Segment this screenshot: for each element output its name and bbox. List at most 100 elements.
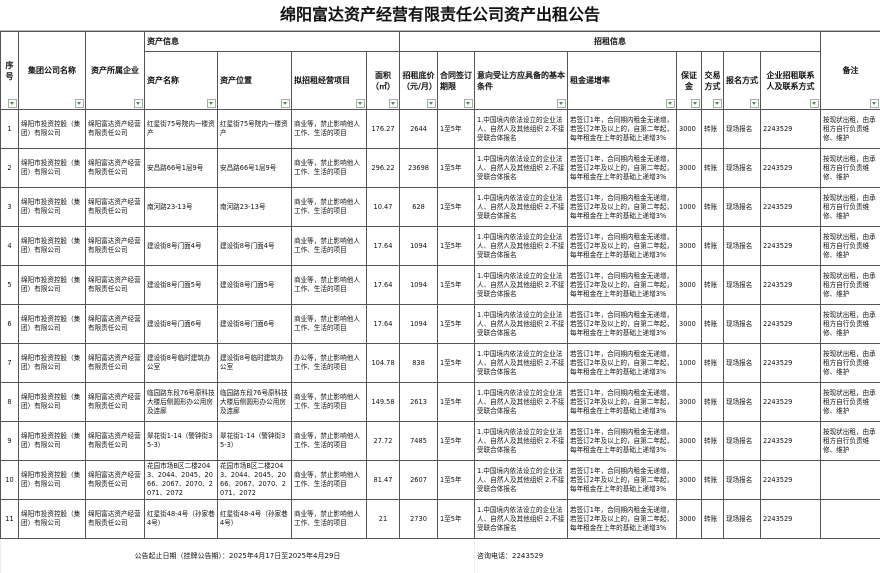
cell-rate[interactable]: 若签订1年，合同期内租金无递增，若签订2年及以上的，自第二年起，每年租金在上年的… [568, 383, 677, 422]
cell-deposit[interactable]: 3000 [677, 110, 702, 149]
cell-location[interactable]: 建设街8号门面6号 [218, 305, 292, 344]
cell-remarks[interactable] [821, 500, 880, 539]
cell-price[interactable]: 1094 [400, 227, 438, 266]
cell-rate[interactable]: 若签订1年，合同期内租金无递增，若签订2年及以上的，自第二年起，每年租金在上年的… [568, 266, 677, 305]
cell-signup[interactable]: 现场报名 [724, 461, 761, 500]
cell-rate[interactable]: 若签订1年，合同期内租金无递增，若签订2年及以上的，自第二年起，每年租金在上年的… [568, 344, 677, 383]
cell-location[interactable]: 南河路23-13号 [218, 188, 292, 227]
cell-seq[interactable]: 11 [1, 500, 19, 539]
cell-location[interactable]: 红星街48-4号（孙家巷4号） [218, 500, 292, 539]
filter-dropdown-icon[interactable] [666, 99, 675, 108]
cell-owner[interactable]: 绵阳富达资产经营有限责任公司 [86, 344, 145, 383]
cell-name[interactable]: 安昌路66号1层9号 [145, 149, 218, 188]
cell-project[interactable]: 商业等，禁止影响他人工作、生活的项目 [292, 500, 367, 539]
cell-conditions[interactable]: 1.中国境内依法设立的企业法人、自然人及其他组织 2.不接受联合体报名 [475, 500, 568, 539]
cell-rate[interactable]: 若签订1年，合同期内租金无递增，若签订2年及以上的，自第二年起，每年租金在上年的… [568, 461, 677, 500]
filter-dropdown-icon[interactable] [356, 99, 365, 108]
cell-rate[interactable]: 若签订1年，合同期内租金无递增，若签订2年及以上的，自第二年起，每年租金在上年的… [568, 110, 677, 149]
cell-trade[interactable]: 转账 [702, 227, 724, 266]
cell-project[interactable]: 商业等，禁止影响他人工作、生活的项目 [292, 227, 367, 266]
cell-deposit[interactable]: 3000 [677, 461, 702, 500]
cell-project[interactable]: 商业等，禁止影响他人工作、生活的项目 [292, 422, 367, 461]
cell-remarks[interactable]: 按现状出租，由承租方自行负责维修、维护 [821, 149, 880, 188]
cell-project[interactable]: 商业等，禁止影响他人工作、生活的项目 [292, 461, 367, 500]
cell-trade[interactable]: 转账 [702, 500, 724, 539]
cell-owner[interactable]: 绵阳富达资产经营有限责任公司 [86, 227, 145, 266]
cell-conditions[interactable]: 1.中国境内依法设立的企业法人、自然人及其他组织 2.不接受联合体报名 [475, 227, 568, 266]
cell-term[interactable]: 1至5年 [438, 149, 475, 188]
cell-owner[interactable]: 绵阳富达资产经营有限责任公司 [86, 110, 145, 149]
cell-seq[interactable]: 8 [1, 383, 19, 422]
cell-remarks[interactable]: 按现状出租，由承租方自行负责维修、维护 [821, 188, 880, 227]
cell-term[interactable]: 1至5年 [438, 266, 475, 305]
cell-project[interactable]: 商业等，禁止影响他人工作、生活的项目 [292, 305, 367, 344]
cell-owner[interactable]: 绵阳富达资产经营有限责任公司 [86, 305, 145, 344]
cell-remarks[interactable]: 按现状出租，由承租方自行负责维修、维护 [821, 110, 880, 149]
cell-contact[interactable]: 2243529 [761, 110, 821, 149]
cell-conditions[interactable]: 1.中国境内依法设立的企业法人、自然人及其他组织 2.不接受联合体报名 [475, 383, 568, 422]
cell-group[interactable]: 绵阳市投资控股（集团）有限公司 [19, 149, 86, 188]
cell-signup[interactable]: 现场报名 [724, 500, 761, 539]
cell-remarks[interactable]: 按现状出租，由承租方自行负责维修、维护 [821, 383, 880, 422]
cell-name[interactable]: 建设街8号临时建筑办公室 [145, 344, 218, 383]
filter-dropdown-icon[interactable] [870, 99, 879, 108]
cell-group[interactable]: 绵阳市投资控股（集团）有限公司 [19, 110, 86, 149]
filter-dropdown-icon[interactable] [691, 99, 700, 108]
cell-deposit[interactable]: 3000 [677, 149, 702, 188]
cell-deposit[interactable]: 3000 [677, 266, 702, 305]
cell-group[interactable]: 绵阳市投资控股（集团）有限公司 [19, 383, 86, 422]
cell-remarks[interactable]: 按现状出租，由承租方自行负责维修、维护 [821, 227, 880, 266]
cell-price[interactable]: 2613 [400, 383, 438, 422]
cell-location[interactable]: 翠花街1-14（警钟街35-3） [218, 422, 292, 461]
cell-owner[interactable]: 绵阳富达资产经营有限责任公司 [86, 188, 145, 227]
cell-price[interactable]: 838 [400, 344, 438, 383]
cell-price[interactable]: 2644 [400, 110, 438, 149]
cell-name[interactable]: 红星街48-4号（孙家巷4号） [145, 500, 218, 539]
cell-contact[interactable]: 2243529 [761, 188, 821, 227]
cell-seq[interactable]: 4 [1, 227, 19, 266]
cell-deposit[interactable]: 3000 [677, 227, 702, 266]
cell-area[interactable]: 296.22 [367, 149, 400, 188]
cell-name[interactable]: 翠花街1-14（警钟街35-3） [145, 422, 218, 461]
cell-term[interactable]: 1至5年 [438, 422, 475, 461]
cell-price[interactable]: 1094 [400, 266, 438, 305]
cell-seq[interactable]: 1 [1, 110, 19, 149]
cell-group[interactable]: 绵阳市投资控股（集团）有限公司 [19, 266, 86, 305]
cell-project[interactable]: 商业等，禁止影响他人工作、生活的项目 [292, 383, 367, 422]
cell-term[interactable]: 1至5年 [438, 188, 475, 227]
filter-dropdown-icon[interactable] [557, 99, 566, 108]
filter-dropdown-icon[interactable] [389, 99, 398, 108]
cell-owner[interactable]: 绵阳富达资产经营有限责任公司 [86, 422, 145, 461]
cell-project[interactable]: 商业等，禁止影响他人工作、生活的项目 [292, 149, 367, 188]
cell-owner[interactable]: 绵阳富达资产经营有限责任公司 [86, 500, 145, 539]
cell-remarks[interactable]: 按现状出租，由承租方自行负责维修、维护 [821, 305, 880, 344]
cell-owner[interactable]: 绵阳富达资产经营有限责任公司 [86, 461, 145, 500]
cell-signup[interactable]: 现场报名 [724, 266, 761, 305]
cell-term[interactable]: 1至5年 [438, 500, 475, 539]
cell-term[interactable]: 1至5年 [438, 383, 475, 422]
cell-remarks[interactable] [821, 461, 880, 500]
filter-dropdown-icon[interactable] [713, 99, 722, 108]
cell-term[interactable]: 1至5年 [438, 461, 475, 500]
cell-conditions[interactable]: 1.中国境内依法设立的企业法人、自然人及其他组织 2.不接受联合体报名 [475, 266, 568, 305]
cell-price[interactable]: 1094 [400, 305, 438, 344]
cell-trade[interactable]: 转账 [702, 149, 724, 188]
cell-seq[interactable]: 7 [1, 344, 19, 383]
cell-conditions[interactable]: 1.中国境内依法设立的企业法人、自然人及其他组织 2.不接受联合体报名 [475, 149, 568, 188]
cell-conditions[interactable]: 1.中国境内依法设立的企业法人、自然人及其他组织 2.不接受联合体报名 [475, 110, 568, 149]
cell-area[interactable]: 17.64 [367, 266, 400, 305]
cell-area[interactable]: 149.58 [367, 383, 400, 422]
cell-area[interactable]: 21 [367, 500, 400, 539]
cell-group[interactable]: 绵阳市投资控股（集团）有限公司 [19, 461, 86, 500]
cell-remarks[interactable]: 按现状出租，由承租方自行负责维修、维护 [821, 266, 880, 305]
cell-location[interactable]: 安昌路66号1层9号 [218, 149, 292, 188]
cell-contact[interactable]: 2243529 [761, 344, 821, 383]
cell-signup[interactable]: 现场报名 [724, 149, 761, 188]
cell-seq[interactable]: 9 [1, 422, 19, 461]
cell-name[interactable]: 建设街8号门面5号 [145, 266, 218, 305]
cell-owner[interactable]: 绵阳富达资产经营有限责任公司 [86, 149, 145, 188]
cell-location[interactable]: 临园路东段76号原科技大楼后侧圆形办公用房及连廊 [218, 383, 292, 422]
cell-seq[interactable]: 10 [1, 461, 19, 500]
cell-area[interactable]: 17.64 [367, 305, 400, 344]
cell-trade[interactable]: 转账 [702, 110, 724, 149]
